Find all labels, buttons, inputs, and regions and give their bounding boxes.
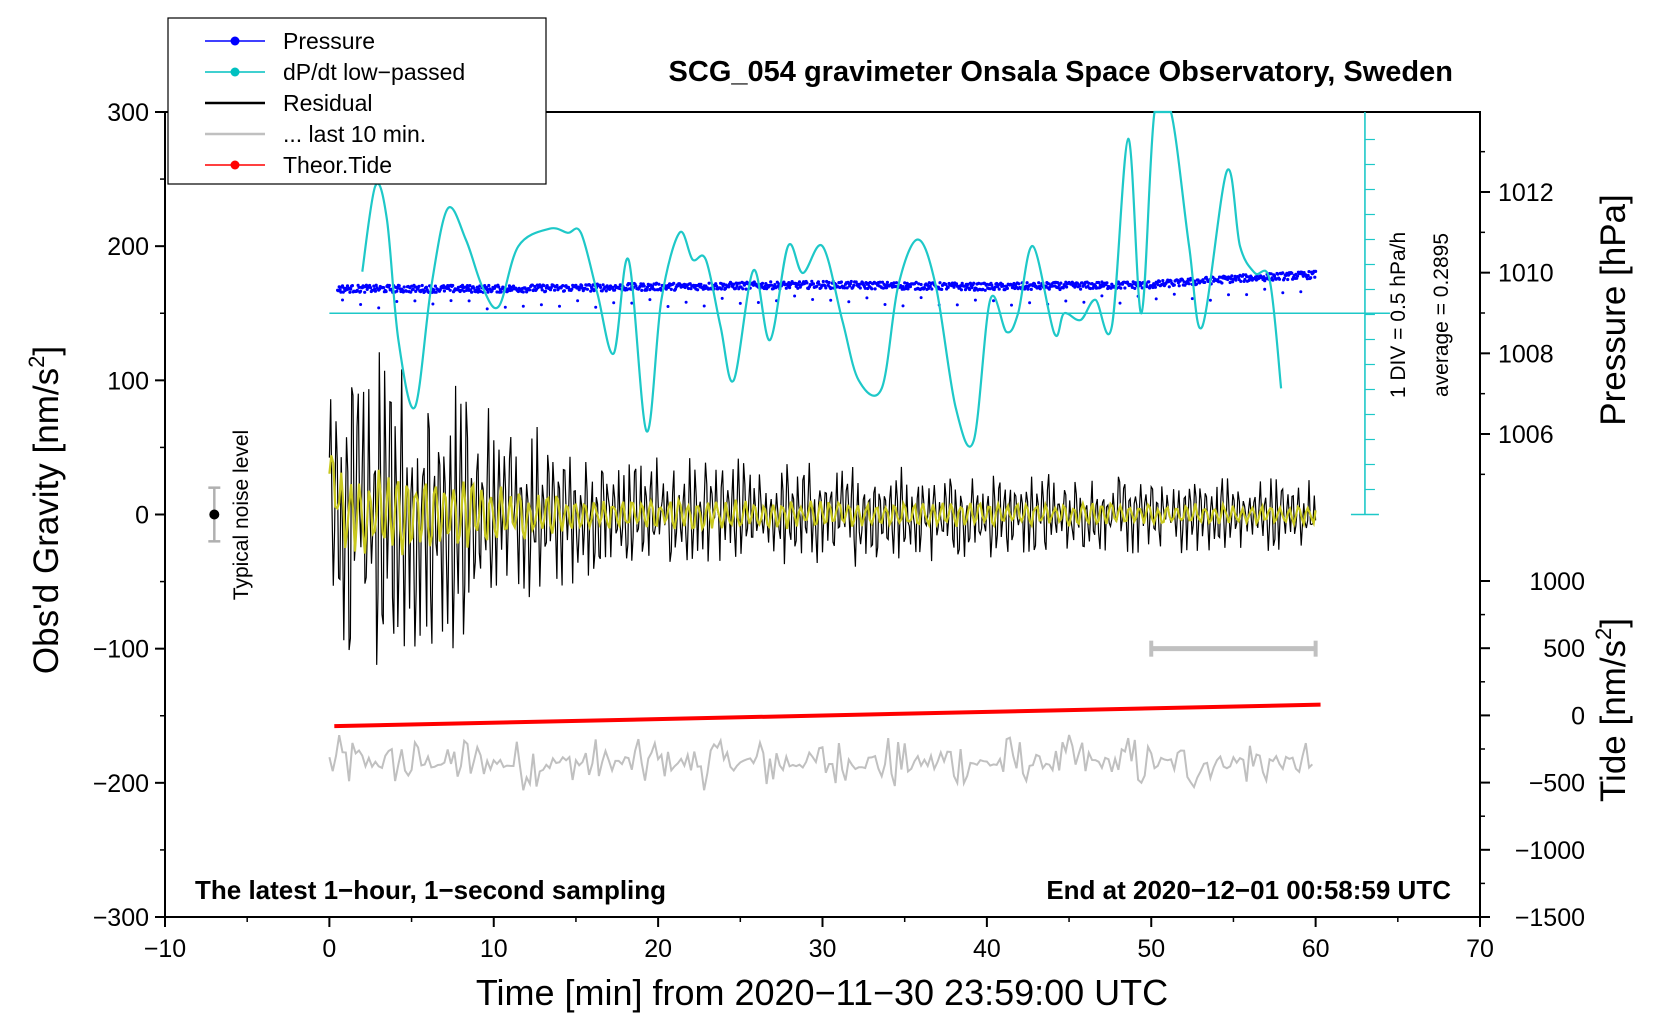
legend-label: Pressure	[283, 28, 375, 54]
x-tick-label: 30	[809, 935, 837, 963]
residual-line	[328, 352, 1317, 665]
axis-ticks: −10 0 10 20 30 40 50 60 703002001000−100−200−300…	[93, 99, 1585, 963]
y-tick-label-tide: 1000	[1529, 568, 1585, 596]
noise-center-dot	[209, 509, 220, 520]
legend-marker	[230, 67, 240, 77]
chart-title: SCG_054 gravimeter Onsala Space Observat…	[669, 56, 1453, 88]
legend-label: Theor.Tide	[283, 152, 392, 178]
tide-line	[334, 702, 1321, 729]
noise-level-marker	[208, 486, 221, 543]
bottom-right-note: End at 2020−12−01 00:58:59 UTC	[1046, 875, 1451, 905]
y-tick-label-tide: −1500	[1515, 904, 1585, 932]
y-tick-label-gravity: 200	[107, 233, 149, 261]
y-tick-label-tide: −1000	[1515, 837, 1585, 865]
last-10-min-series	[328, 640, 1318, 791]
theoretical-tide-series	[334, 702, 1321, 729]
y-axis-label-pressure: Pressure [hPa]	[1594, 194, 1633, 426]
y-tick-label-gravity: 300	[107, 99, 149, 127]
x-tick-label: −10	[144, 935, 186, 963]
y-tick-label-gravity: −200	[93, 770, 149, 798]
x-tick-label: 60	[1302, 935, 1330, 963]
y-tick-label-gravity: 100	[107, 367, 149, 395]
x-tick-label: 20	[644, 935, 672, 963]
dpdt-scale-label: 1 DIV = 0.5 hPa/h	[1387, 232, 1410, 398]
dpdt-line	[361, 110, 1283, 448]
y-tick-label-gravity: −100	[93, 636, 149, 664]
y-tick-label-tide: −500	[1529, 770, 1585, 798]
legend-marker	[230, 36, 240, 46]
y-tick-label-gravity: 0	[135, 502, 149, 530]
dpdt-scale-axis	[1350, 112, 1379, 516]
y-axis-label-gravity: Obs'd Gravity [nm/s2]	[24, 346, 66, 674]
y-tick-label-pressure: 1012	[1498, 179, 1554, 207]
x-tick-label: 0	[322, 935, 336, 963]
x-tick-label: 70	[1466, 935, 1494, 963]
y-tick-label-tide: 0	[1571, 702, 1585, 730]
y-tick-label-pressure: 1006	[1498, 421, 1554, 449]
x-axis-label: Time [min] from 2020−11−30 23:59:00 UTC	[476, 972, 1168, 1013]
bottom-left-note: The latest 1−hour, 1−second sampling	[195, 875, 666, 905]
dpdt-series	[329, 110, 1390, 448]
dpdt-average-label: average = 0.2895	[1430, 233, 1453, 397]
legend-label: ... last 10 min.	[283, 121, 426, 147]
residual-smoothed-line	[328, 455, 1317, 556]
x-tick-label: 50	[1137, 935, 1165, 963]
y-tick-label-tide: 500	[1543, 635, 1585, 663]
y-tick-label-gravity: −300	[93, 904, 149, 932]
legend-label: Residual	[283, 90, 373, 116]
y-tick-label-pressure: 1010	[1498, 260, 1554, 288]
y-tick-label-pressure: 1008	[1498, 340, 1554, 368]
y-axis-label-tide: Tide [nm/s2]	[1591, 618, 1633, 802]
residual-series	[328, 352, 1317, 665]
pressure-outlier-points	[341, 287, 1303, 311]
legend-label: dP/dt low−passed	[283, 59, 465, 85]
x-tick-label: 40	[973, 935, 1001, 963]
legend-marker	[230, 160, 240, 170]
legend-box	[167, 17, 547, 185]
x-tick-label: 10	[480, 935, 508, 963]
legend: Pressure dP/dt low−passed Residual ... last…	[167, 17, 547, 185]
last-10-min-line	[328, 734, 1314, 791]
noise-level-label: Typical noise level	[230, 430, 253, 600]
